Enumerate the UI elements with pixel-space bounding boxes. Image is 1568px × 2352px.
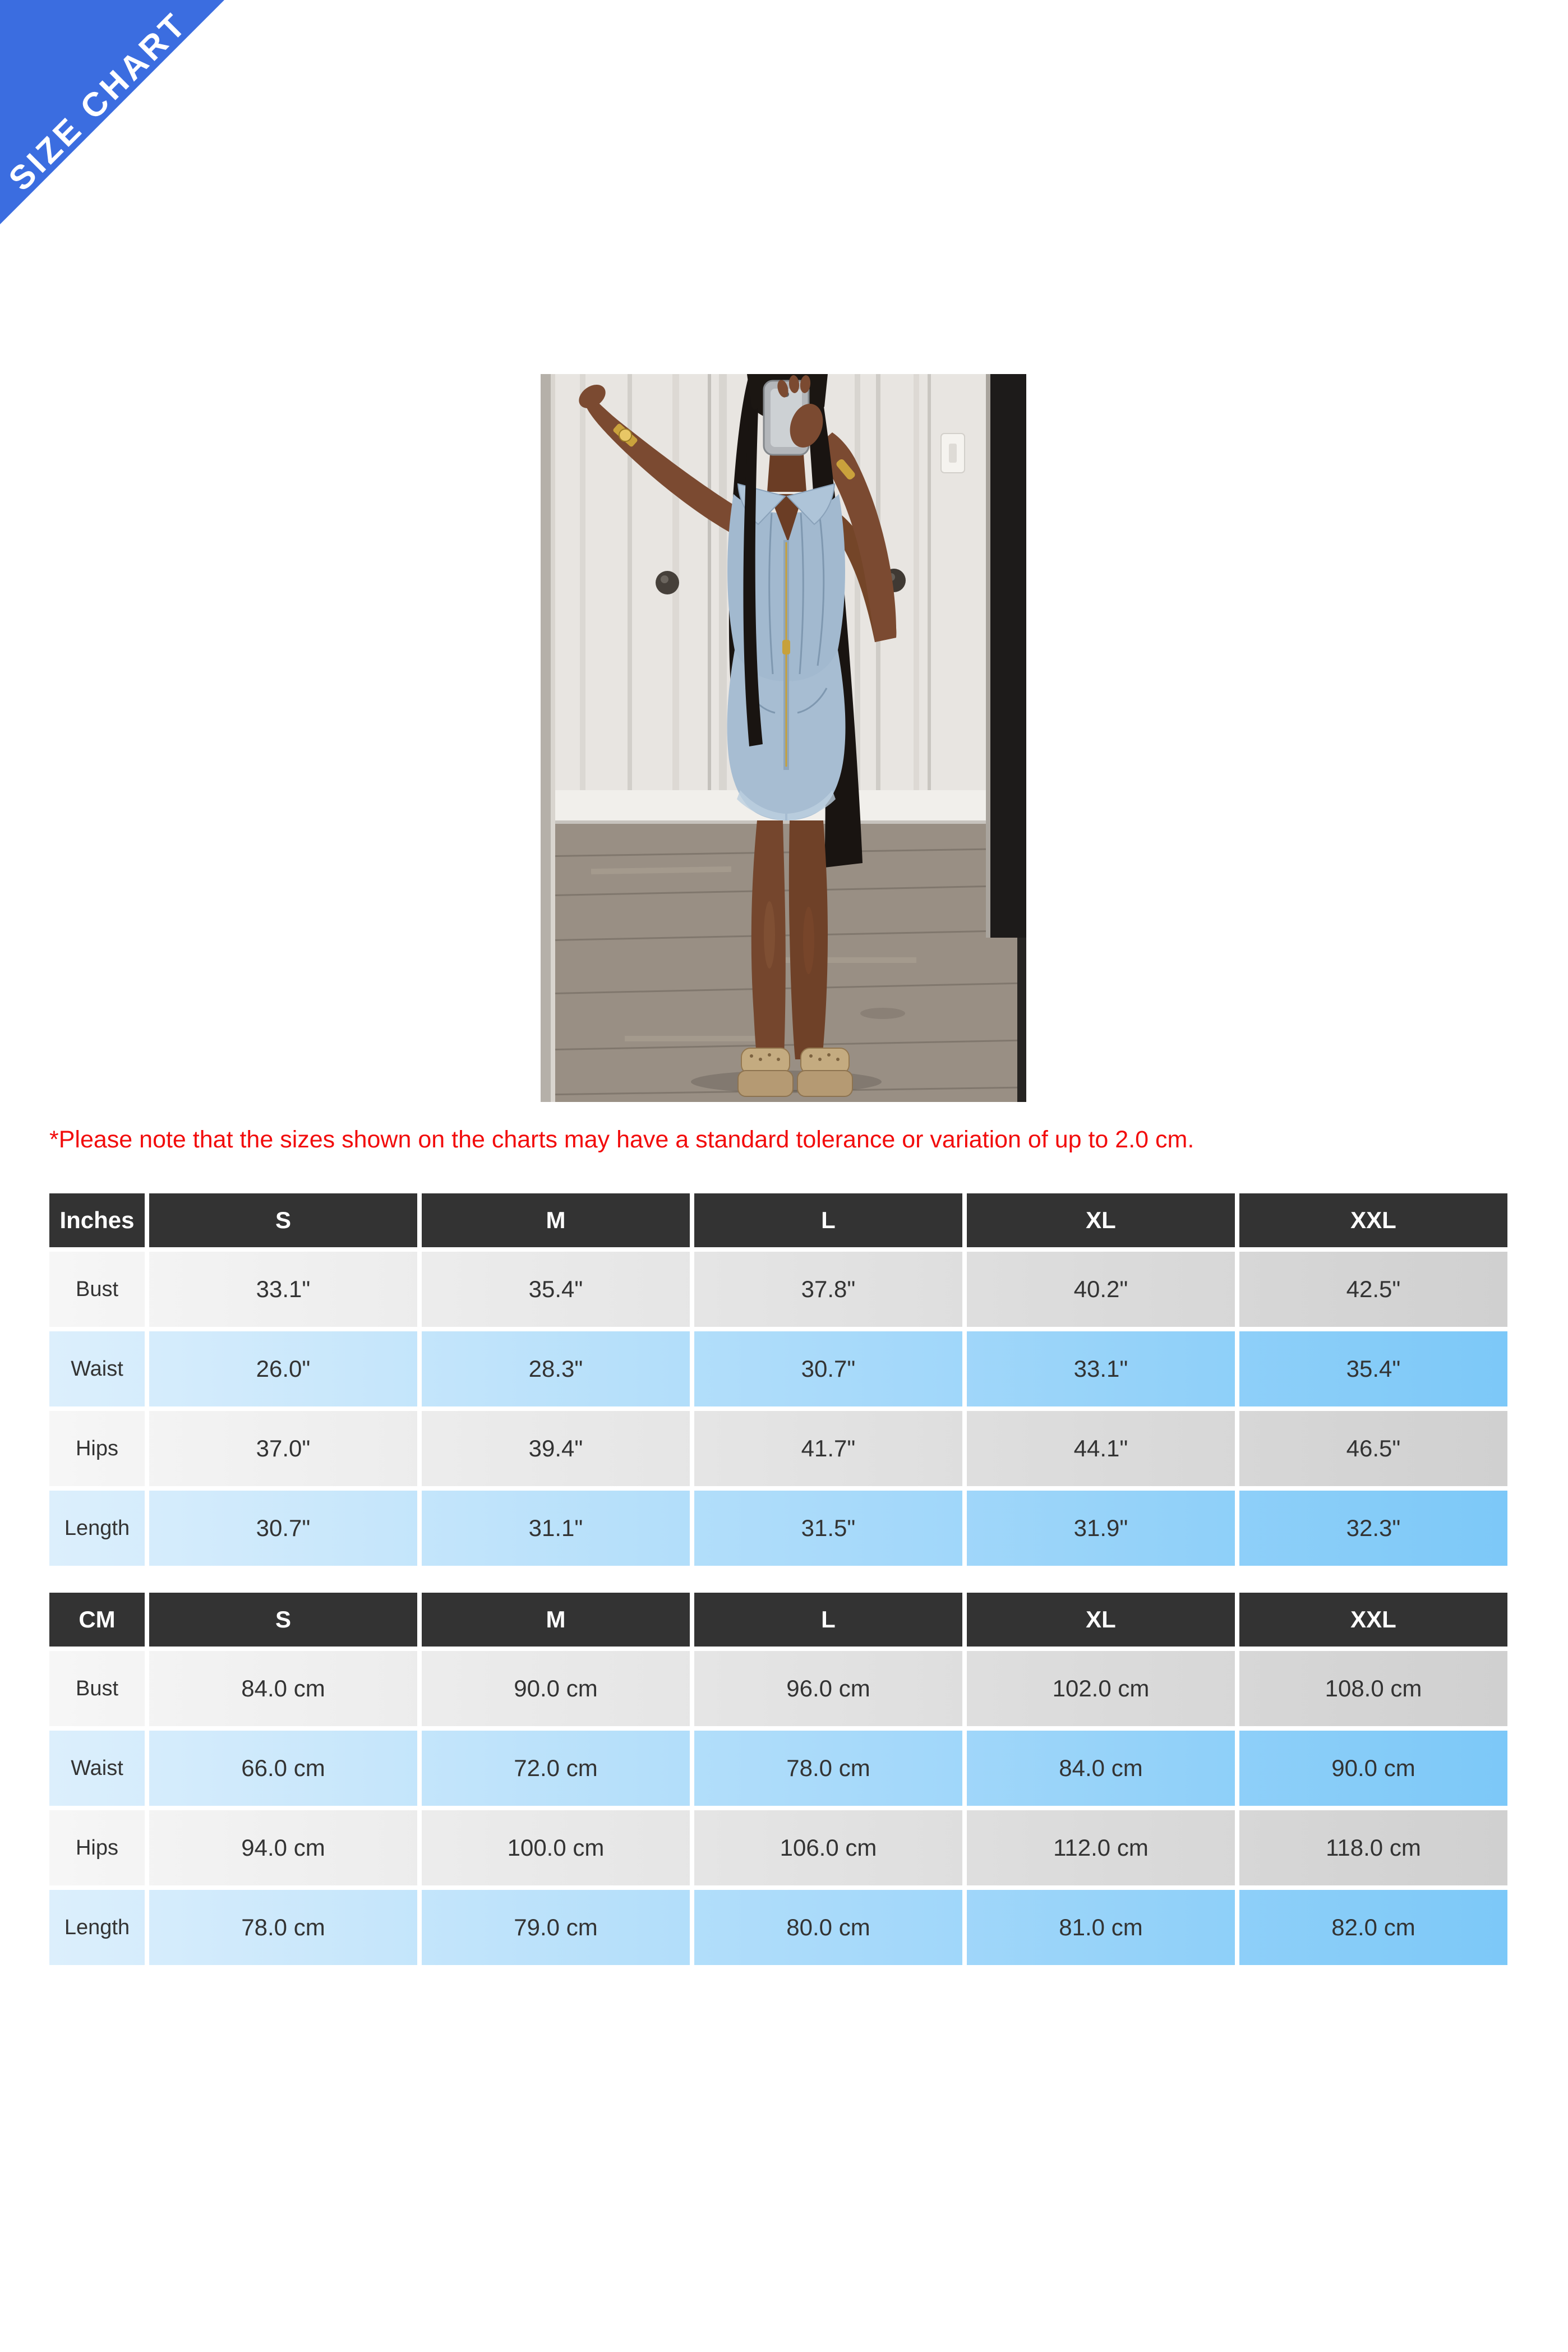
mirror-selfie-illustration [541,374,1026,1102]
measurement-value: 37.0" [149,1411,422,1486]
measurement-value: 31.1" [422,1491,694,1566]
measurement-value: 39.4" [422,1411,694,1486]
column-header-s: S [149,1593,422,1647]
measurement-value: 78.0 cm [149,1890,422,1965]
size-table-inches: Inches S M L XL XXL Bust 33.1" 35.4" 37.… [49,1193,1512,1566]
measurement-value: 35.4" [1239,1331,1512,1406]
size-chart-ribbon: SIZE CHART [0,0,224,224]
measurement-value: 80.0 cm [694,1890,967,1965]
measurement-value: 90.0 cm [422,1651,694,1726]
measurement-value: 82.0 cm [1239,1890,1512,1965]
measurement-value: 32.3" [1239,1491,1512,1566]
measurement-value: 100.0 cm [422,1810,694,1885]
measurement-value: 118.0 cm [1239,1810,1512,1885]
table-row-hips: Hips 94.0 cm 100.0 cm 106.0 cm 112.0 cm … [49,1810,1512,1885]
measurement-value: 72.0 cm [422,1731,694,1806]
measurement-value: 66.0 cm [149,1731,422,1806]
measurement-value: 42.5" [1239,1252,1512,1327]
measurement-value: 26.0" [149,1331,422,1406]
table-row-waist: Waist 26.0" 28.3" 30.7" 33.1" 35.4" [49,1331,1512,1406]
measurement-value: 28.3" [422,1331,694,1406]
row-label: Bust [49,1252,149,1327]
column-header-l: L [694,1593,967,1647]
column-header-xl: XL [967,1593,1239,1647]
column-header-xxl: XXL [1239,1193,1512,1247]
column-header-l: L [694,1193,967,1247]
column-header-m: M [422,1193,694,1247]
measurement-value: 31.5" [694,1491,967,1566]
measurement-value: 84.0 cm [149,1651,422,1726]
measurement-value: 41.7" [694,1411,967,1486]
row-label: Waist [49,1331,149,1406]
column-header-m: M [422,1593,694,1647]
measurement-value: 31.9" [967,1491,1239,1566]
measurement-value: 78.0 cm [694,1731,967,1806]
row-label: Hips [49,1411,149,1486]
column-header-xl: XL [967,1193,1239,1247]
table-row-length: Length 78.0 cm 79.0 cm 80.0 cm 81.0 cm 8… [49,1890,1512,1965]
row-label: Length [49,1491,149,1566]
measurement-value: 35.4" [422,1252,694,1327]
measurement-value: 44.1" [967,1411,1239,1486]
row-label: Length [49,1890,149,1965]
column-header-s: S [149,1193,422,1247]
table-row-length: Length 30.7" 31.1" 31.5" 31.9" 32.3" [49,1491,1512,1566]
table-row-bust: Bust 33.1" 35.4" 37.8" 40.2" 42.5" [49,1252,1512,1327]
measurement-value: 40.2" [967,1252,1239,1327]
measurement-value: 94.0 cm [149,1810,422,1885]
row-label: Waist [49,1731,149,1806]
measurement-value: 30.7" [694,1331,967,1406]
measurement-value: 79.0 cm [422,1890,694,1965]
table-row-bust: Bust 84.0 cm 90.0 cm 96.0 cm 102.0 cm 10… [49,1651,1512,1726]
measurement-value: 37.8" [694,1252,967,1327]
unit-header-cell: CM [49,1593,149,1647]
measurement-value: 33.1" [967,1331,1239,1406]
table-row-hips: Hips 37.0" 39.4" 41.7" 44.1" 46.5" [49,1411,1512,1486]
measurement-value: 84.0 cm [967,1731,1239,1806]
size-table-cm: CM S M L XL XXL Bust 84.0 cm 90.0 cm 96.… [49,1593,1512,1965]
measurement-value: 108.0 cm [1239,1651,1512,1726]
product-photo [541,374,1026,1102]
measurement-value: 90.0 cm [1239,1731,1512,1806]
measurement-value: 102.0 cm [967,1651,1239,1726]
tolerance-disclaimer: *Please note that the sizes shown on the… [49,1126,1195,1153]
table-row-waist: Waist 66.0 cm 72.0 cm 78.0 cm 84.0 cm 90… [49,1731,1512,1806]
measurement-value: 46.5" [1239,1411,1512,1486]
measurement-value: 106.0 cm [694,1810,967,1885]
column-header-xxl: XXL [1239,1593,1512,1647]
measurement-value: 33.1" [149,1252,422,1327]
row-label: Hips [49,1810,149,1885]
measurement-value: 112.0 cm [967,1810,1239,1885]
inches-header-row: Inches S M L XL XXL [49,1193,1512,1247]
measurement-value: 96.0 cm [694,1651,967,1726]
measurement-value: 30.7" [149,1491,422,1566]
measurement-value: 81.0 cm [967,1890,1239,1965]
unit-header-cell: Inches [49,1193,149,1247]
row-label: Bust [49,1651,149,1726]
ribbon-triangle-icon [0,0,224,224]
size-tables: Inches S M L XL XXL Bust 33.1" 35.4" 37.… [49,1193,1512,1970]
cm-header-row: CM S M L XL XXL [49,1593,1512,1647]
